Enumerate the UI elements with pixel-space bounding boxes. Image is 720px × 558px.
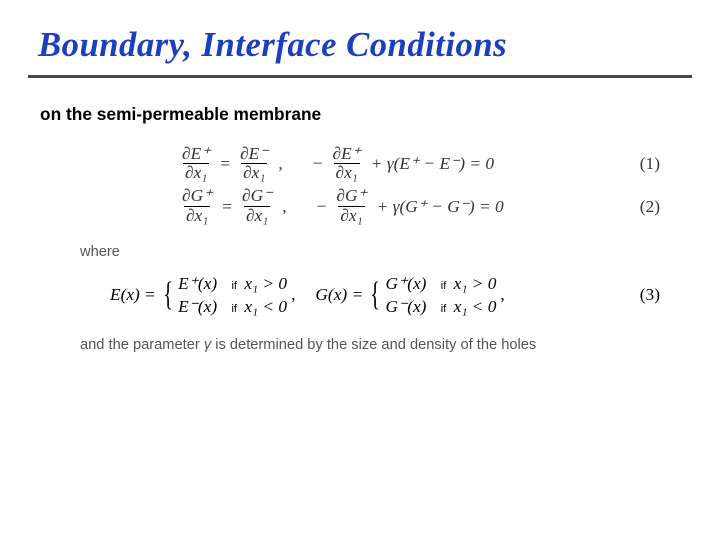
piecewise-G-c1-if: if: [431, 280, 450, 292]
brace-icon: {: [370, 280, 380, 310]
piecewise-E-trail: ,: [291, 285, 295, 305]
eq2-frac1-den: ∂x₁: [184, 206, 210, 226]
eq2-frac2-den: ∂x₁: [244, 206, 270, 226]
eq2-frac2-num: ∂G⁻: [240, 187, 274, 205]
eq1-comma: ,: [276, 154, 284, 174]
piecewise-E: E(x) = { E⁺(x) if x₁ > 0 E⁻(x) if x₁ < 0…: [110, 272, 295, 319]
eq2-minus: −: [315, 197, 329, 217]
eq2-frac3: ∂G⁺ ∂x₁: [334, 187, 368, 225]
piecewise-E-c2-cond: x₁ < 0: [244, 297, 287, 316]
piecewise-G-c2-if: if: [431, 303, 450, 315]
piecewise-E-c1-cond: x₁ > 0: [244, 274, 287, 293]
eq1-frac2: ∂E⁻ ∂x₁: [238, 145, 270, 183]
eq2-tail: + γ(G⁺ − G⁻) = 0: [375, 197, 506, 217]
piecewise-E-c2-lhs: E⁻(x): [178, 297, 217, 316]
eq1-equals-1: =: [218, 154, 232, 174]
eq1-tail: + γ(E⁺ − E⁻) = 0: [369, 154, 496, 174]
where-label: where: [80, 244, 720, 260]
piecewise-E-c1-lhs: E⁺(x): [178, 274, 217, 293]
piecewise-E-lhs: E(x) =: [110, 285, 156, 305]
page-title: Boundary, Interface Conditions: [38, 26, 682, 65]
brace-icon: {: [163, 280, 173, 310]
eq2-frac2: ∂G⁻ ∂x₁: [240, 187, 274, 225]
eq1-frac3-num: ∂E⁺: [331, 145, 363, 163]
eq2-equals-1: =: [220, 197, 234, 217]
eq2-frac1-num: ∂G⁺: [180, 187, 214, 205]
piecewise-G-lhs: G(x) =: [315, 285, 363, 305]
equation-3-number: (3): [640, 285, 660, 305]
eq2-frac3-num: ∂G⁺: [334, 187, 368, 205]
title-bar: Boundary, Interface Conditions: [28, 18, 692, 78]
closing-post: is determined by the size and density of…: [211, 337, 536, 353]
piecewise-G: G(x) = { G⁺(x) if x₁ > 0 G⁻(x) if x₁ < 0…: [315, 272, 504, 319]
piecewise-definitions: E(x) = { E⁺(x) if x₁ > 0 E⁻(x) if x₁ < 0…: [0, 272, 720, 319]
eq1-frac2-num: ∂E⁻: [238, 145, 270, 163]
subheading: on the semi-permeable membrane: [40, 104, 720, 125]
piecewise-E-cases: E⁺(x) if x₁ > 0 E⁻(x) if x₁ < 0: [178, 272, 287, 319]
piecewise-E-c2-if: if: [221, 303, 240, 315]
piecewise-G-trail: ,: [500, 285, 504, 305]
equation-1-number: (1): [640, 154, 660, 174]
closing-pre: and the parameter: [80, 337, 204, 353]
eq2-frac1: ∂G⁺ ∂x₁: [180, 187, 214, 225]
eq1-minus: −: [311, 154, 325, 174]
equation-2: ∂G⁺ ∂x₁ = ∂G⁻ ∂x₁ , − ∂G⁺ ∂x₁ + γ(G⁺ − G…: [0, 185, 720, 227]
closing-note: and the parameter γ is determined by the…: [80, 337, 720, 353]
eq1-frac3: ∂E⁺ ∂x₁: [331, 145, 363, 183]
piecewise-G-c2-cond: x₁ < 0: [454, 297, 497, 316]
piecewise-G-c2-lhs: G⁻(x): [386, 297, 427, 316]
eq1-frac2-den: ∂x₁: [241, 163, 267, 183]
eq2-frac3-den: ∂x₁: [338, 206, 364, 226]
piecewise-E-c1-if: if: [221, 280, 240, 292]
eq2-comma: ,: [280, 197, 288, 217]
eq1-frac1: ∂E⁺ ∂x₁: [180, 145, 212, 183]
eq1-frac3-den: ∂x₁: [334, 163, 360, 183]
piecewise-G-c1-lhs: G⁺(x): [386, 274, 427, 293]
equation-2-body: ∂G⁺ ∂x₁ = ∂G⁻ ∂x₁ , − ∂G⁺ ∂x₁ + γ(G⁺ − G…: [180, 187, 506, 225]
eq1-frac1-num: ∂E⁺: [180, 145, 212, 163]
equation-1-body: ∂E⁺ ∂x₁ = ∂E⁻ ∂x₁ , − ∂E⁺ ∂x₁ + γ(E⁺ − E…: [180, 145, 496, 183]
piecewise-G-c1-cond: x₁ > 0: [454, 274, 497, 293]
equation-2-number: (2): [640, 197, 660, 217]
eq1-frac1-den: ∂x₁: [183, 163, 209, 183]
piecewise-G-cases: G⁺(x) if x₁ > 0 G⁻(x) if x₁ < 0: [386, 272, 497, 319]
equation-1: ∂E⁺ ∂x₁ = ∂E⁻ ∂x₁ , − ∂E⁺ ∂x₁ + γ(E⁺ − E…: [0, 143, 720, 185]
